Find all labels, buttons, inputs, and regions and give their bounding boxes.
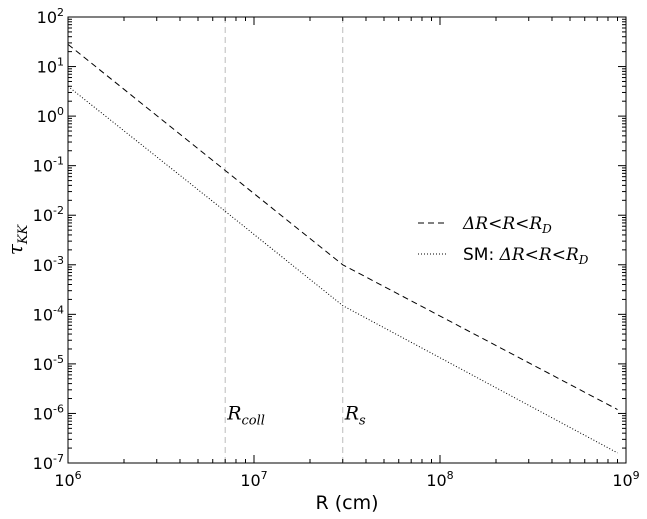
legend-label-1: ΔR<R<RD xyxy=(462,214,552,236)
series-line-0 xyxy=(67,44,618,410)
y-tick-label: 10-5 xyxy=(33,353,64,374)
tick-labels-group: 106 107 108 109 10-7 10-6 10-5 10-4 10-3 10-2 10-1… xyxy=(33,6,640,490)
y-tick-label: 102 xyxy=(37,6,64,27)
y-tick-label: 10-3 xyxy=(33,254,64,275)
vline-label-0: Rcoll xyxy=(226,402,265,428)
ticks-group xyxy=(67,16,627,464)
x-tick-label: 107 xyxy=(240,469,267,490)
y-axis-label: τKK xyxy=(3,223,31,255)
y-tick-label: 100 xyxy=(37,105,64,126)
y-tick-label: 101 xyxy=(37,56,64,77)
y-tick-label: 10-1 xyxy=(33,155,64,176)
series-line-1 xyxy=(67,85,618,454)
series-group xyxy=(67,44,618,454)
reference-lines xyxy=(224,17,344,463)
y-tick-label: 10-7 xyxy=(33,452,64,473)
legend-label-2: SM: ΔR<R<RD xyxy=(463,245,589,267)
y-tick-label: 10-2 xyxy=(33,204,64,225)
svg-text:τKK: τKK xyxy=(3,223,31,255)
vline-label-1: Rs xyxy=(344,402,366,428)
legend: ΔR<R<RD SM: ΔR<R<RD xyxy=(418,214,589,267)
x-tick-label: 108 xyxy=(426,469,453,490)
plot-frame xyxy=(67,16,627,464)
reference-line-labels: Rcoll Rs xyxy=(226,402,366,428)
x-tick-label: 109 xyxy=(612,469,639,490)
x-tick-label: 106 xyxy=(54,469,81,490)
x-axis-label: R (cm) xyxy=(315,492,378,514)
y-tick-label: 10-6 xyxy=(33,402,64,423)
y-tick-label: 10-4 xyxy=(33,303,64,324)
